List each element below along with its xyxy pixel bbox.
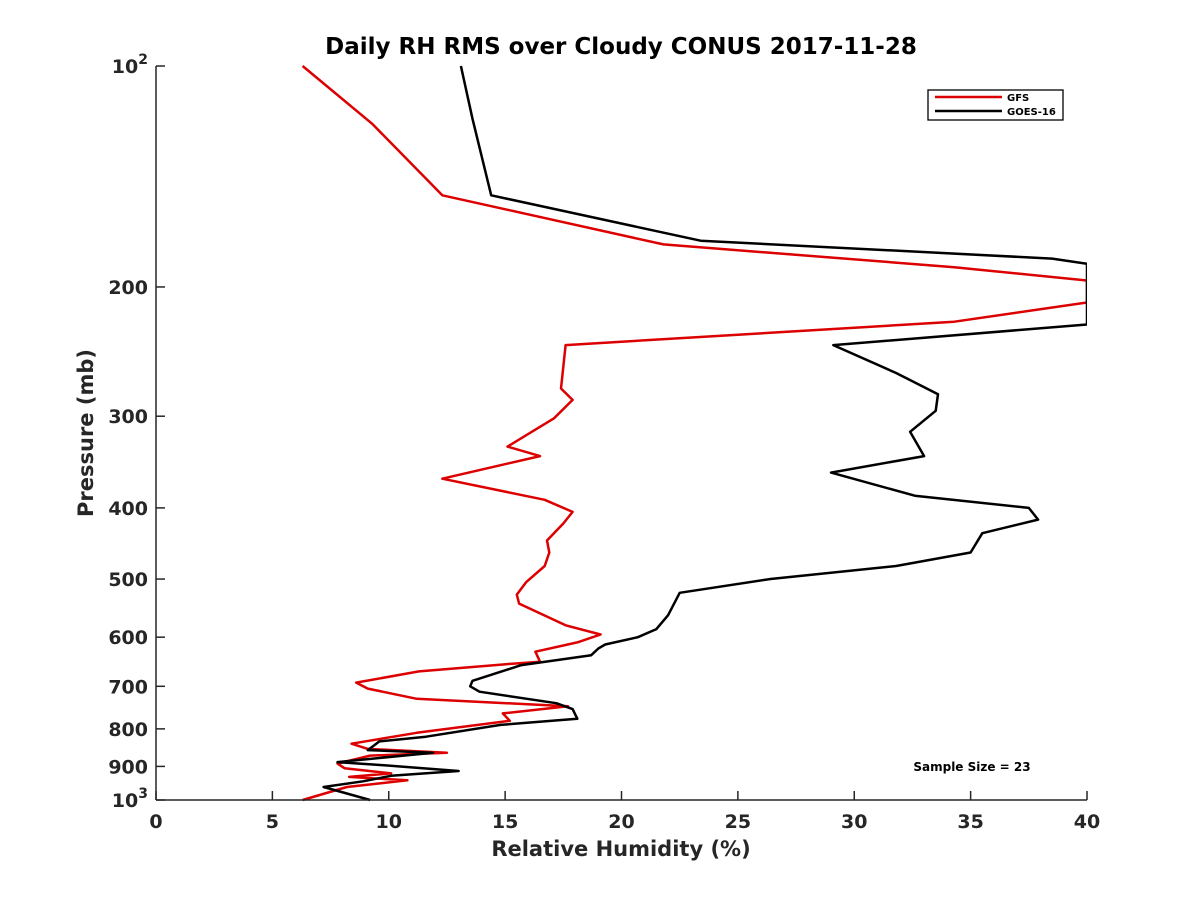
- legend-box: [927, 89, 1064, 121]
- y-tick-label: 600: [108, 627, 148, 649]
- legend-label-gfs: GFS: [1007, 93, 1029, 104]
- x-tick-label: 0: [149, 811, 162, 833]
- y-tick-label: 800: [108, 719, 148, 741]
- y-tick-label: 900: [108, 756, 148, 778]
- y-tick-label: 200: [108, 277, 148, 299]
- x-tick-label: 30: [841, 811, 867, 833]
- legend-label-goes16: GOES-16: [1007, 107, 1056, 118]
- y-tick-label: 300: [108, 406, 148, 428]
- x-tick-label: 5: [266, 811, 279, 833]
- chart-title: Daily RH RMS over Cloudy CONUS 2017-11-2…: [325, 34, 917, 60]
- legend: GFS GOES-16: [927, 89, 1064, 121]
- y-tick-base: 10: [112, 790, 138, 812]
- y-tick-label-power: 103: [112, 786, 148, 812]
- x-tick-label: 20: [608, 811, 634, 833]
- series-layer: [301, 65, 1087, 802]
- y-tick-exponent: 2: [138, 52, 148, 68]
- x-tick-label: 25: [725, 811, 751, 833]
- y-tick-label: 400: [108, 498, 148, 520]
- series-line-goes16: [322, 65, 1087, 802]
- y-tick-exponent: 3: [138, 786, 148, 802]
- y-tick-base: 10: [112, 56, 138, 78]
- x-axis-ticks: 0 5 10 15 20 25 30 35 40: [149, 791, 1100, 833]
- x-tick-label: 35: [957, 811, 983, 833]
- x-tick-label: 15: [492, 811, 518, 833]
- y-axis-label: Pressure (mb): [74, 349, 98, 517]
- y-tick-label: 700: [108, 676, 148, 698]
- series-line-gfs: [301, 65, 1087, 802]
- x-tick-label: 10: [376, 811, 402, 833]
- x-axis-label: Relative Humidity (%): [491, 837, 750, 861]
- y-tick-label-power: 102: [112, 52, 148, 78]
- sample-size-annotation: Sample Size = 23: [913, 760, 1030, 774]
- x-tick-label: 40: [1074, 811, 1100, 833]
- y-tick-label: 500: [108, 569, 148, 591]
